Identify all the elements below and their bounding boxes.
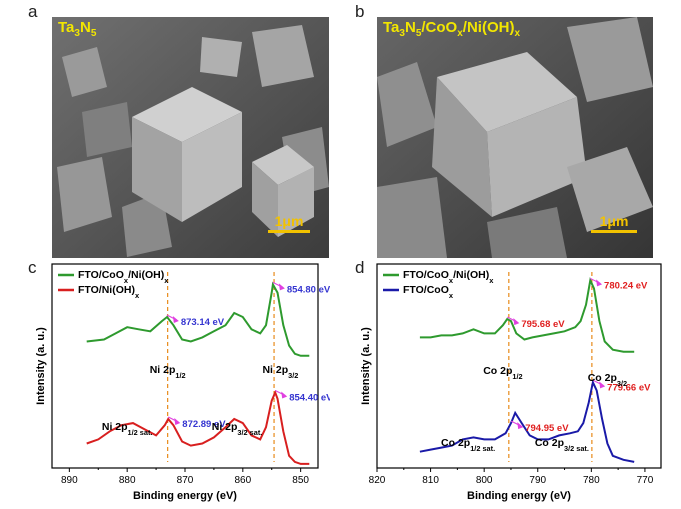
legend-label: FTO/Ni(OH)x [78, 284, 140, 300]
peak-arrowhead [278, 283, 285, 291]
panel-letter-c: c [28, 258, 37, 277]
x-tick-label: 770 [637, 475, 654, 486]
y-axis-label: Intensity (a. u.) [35, 327, 47, 405]
x-tick-label: 890 [61, 475, 78, 486]
series-line-0 [419, 276, 635, 353]
x-tick-label: 820 [369, 475, 386, 486]
xps-chart-ni2p: 890 880 870 860 850 Binding energy (eV) Intens… [35, 263, 330, 502]
series-line-1 [86, 389, 310, 465]
peak-annotation: Co 2p3/2 [588, 372, 627, 388]
scale-bar-a: 1μm [268, 213, 310, 233]
sem-image-ta3n5: Ta3N5 1μm [52, 17, 329, 258]
x-tick-label: 880 [119, 475, 136, 486]
peak-label: 780.24 eV [604, 280, 648, 291]
peak-arrowhead [599, 381, 606, 389]
legend-label: FTO/CoOx [403, 284, 454, 300]
peak-label: 795.68 eV [521, 319, 565, 330]
x-axis-label: Binding energy (eV) [133, 490, 237, 502]
peak-annotation: Ni 2p1/2 sat. [102, 421, 153, 437]
peak-annotation: Co 2p3/2 sat. [535, 437, 589, 453]
peak-label: 779.66 eV [607, 382, 651, 393]
legend-label: FTO/CoOx/Ni(OH)x [78, 269, 169, 285]
xps-chart-co2p: 820 810 800 790 780 770 Binding energy (eV) Int… [360, 263, 662, 502]
peak-label: 873.14 eV [181, 317, 225, 328]
sem-texture [377, 17, 653, 258]
x-tick-label: 800 [476, 475, 493, 486]
x-tick-label: 870 [177, 475, 194, 486]
peak-arrowhead [172, 316, 179, 324]
peak-label: 872.89 eV [182, 419, 226, 430]
x-tick-label: 860 [234, 475, 251, 486]
peak-annotation: Ni 2p3/2 [262, 364, 298, 380]
sem-texture [52, 17, 329, 258]
x-tick-label: 810 [422, 475, 439, 486]
x-tick-label: 850 [292, 475, 309, 486]
peak-arrowhead [281, 391, 288, 399]
x-axis-label: Binding energy (eV) [467, 490, 571, 502]
panel-letter-a: a [28, 2, 38, 21]
peak-annotation: Ni 2p3/2 sat. [212, 421, 263, 437]
plot-frame [376, 263, 662, 469]
sem-image-ta3n5-coox-nioh: Ta3N5/CoOx/Ni(OH)x 1μm [377, 17, 653, 258]
x-tick-label: 790 [529, 475, 546, 486]
peak-arrowhead [174, 418, 181, 426]
peak-label: 854.40 eV [289, 393, 330, 404]
peak-arrowhead [517, 422, 524, 430]
peak-annotation: Co 2p1/2 [483, 365, 522, 381]
peak-arrowhead [596, 279, 603, 287]
peak-annotation: Co 2p1/2 sat. [441, 437, 495, 453]
series-line-0 [86, 281, 310, 357]
peak-arrowhead [513, 318, 520, 326]
panel-letter-b: b [355, 2, 365, 21]
sem-title-a: Ta3N5 [58, 19, 97, 39]
series-line-1 [419, 379, 635, 463]
x-tick-label: 780 [583, 475, 600, 486]
y-axis-label: Intensity (a. u.) [360, 327, 372, 405]
peak-annotation: Ni 2p1/2 [150, 364, 186, 380]
legend-label: FTO/CoOx/Ni(OH)x [403, 269, 494, 285]
scale-bar-b: 1μm [591, 213, 637, 233]
sem-title-b: Ta3N5/CoOx/Ni(OH)x [383, 19, 521, 39]
peak-label: 854.80 eV [287, 284, 330, 295]
peak-label: 794.95 eV [525, 423, 569, 434]
panel-letter-d: d [355, 258, 365, 277]
